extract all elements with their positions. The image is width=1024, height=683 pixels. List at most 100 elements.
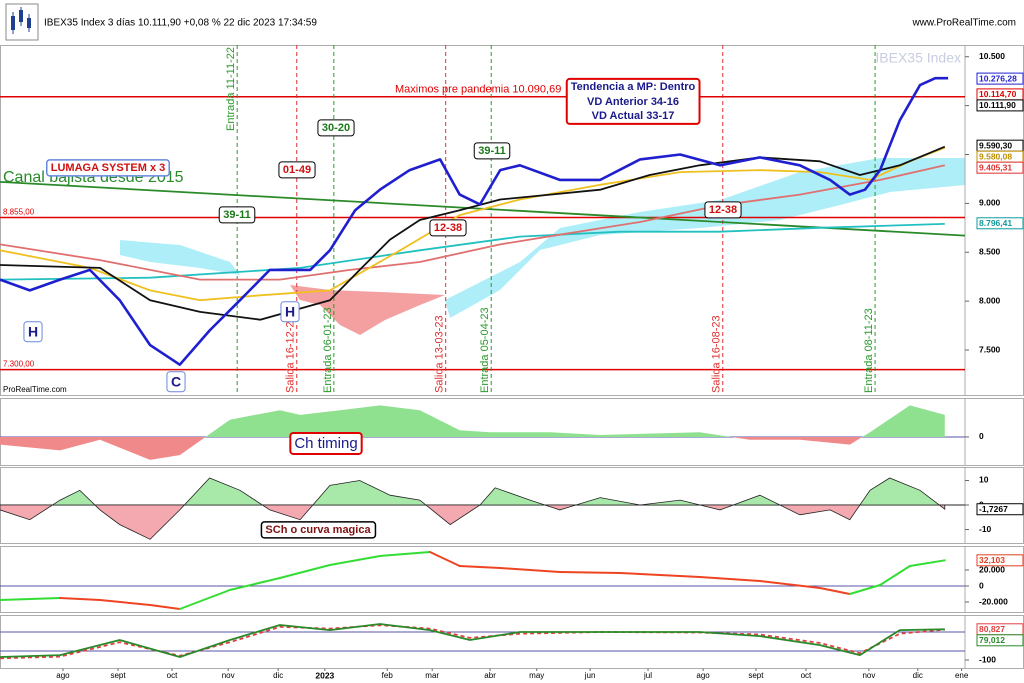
x-tick-label: nov [862, 671, 875, 680]
box-frame [278, 161, 316, 179]
box-frame [218, 206, 256, 224]
trend-segment [879, 565, 911, 586]
signal-label: Entrada 11-11-22 [225, 47, 237, 131]
level-label: Maximos pre pandemia 10.090,69 [395, 84, 561, 96]
pivot: H [28, 324, 38, 340]
value-tag-label: 8.796,41 [979, 218, 1012, 228]
signal-label: Salida 16-12-22 [285, 315, 297, 393]
score-box: 12-38 [429, 219, 467, 237]
y-tick-label: 0 [979, 580, 984, 590]
y-tick-label: 8.500 [979, 247, 1001, 257]
box-frame [429, 219, 467, 237]
value-tag-label: 32,103 [979, 555, 1005, 565]
trend-segment [818, 587, 851, 595]
site-link[interactable]: www.ProRealTime.com [911, 18, 1016, 29]
y-tick-label: -10 [979, 524, 992, 534]
signal-label: Salida 16-08-23 [711, 315, 723, 393]
header-title: IBEX35 Index 3 días 10.111,90 +0,08 % 22… [44, 18, 317, 29]
trend-segment [228, 577, 281, 591]
value-tag [976, 634, 1024, 647]
y-tick-label: 0 [979, 431, 984, 441]
trend-segment [0, 597, 62, 601]
value-tag-label: 10.114,70 [979, 89, 1017, 99]
signal-label: Salida 13-03-23 [434, 315, 446, 393]
y-tick-label: 9.000 [979, 198, 1001, 208]
score: 39-11 [223, 209, 251, 221]
signal-label: Entrada 06-01-23 [322, 307, 334, 393]
value-tag-label: 79,012 [979, 635, 1005, 645]
osc-area [0, 477, 946, 540]
series-line [0, 146, 946, 302]
pivot-box: H [280, 301, 300, 323]
series-line [0, 623, 945, 658]
y-tick-label: 10.500 [979, 51, 1005, 61]
score: 12-38 [434, 222, 462, 234]
trend-segment [618, 572, 701, 578]
x-tick-label: ago [56, 671, 70, 680]
trend-line: VD Actual 33-17 [592, 110, 675, 122]
x-tick-label: jul [643, 671, 652, 680]
box-frame [565, 77, 701, 125]
trend-segment [328, 555, 381, 566]
trend-line: VD Anterior 34-16 [587, 96, 679, 108]
y-tick-label: 7.500 [979, 344, 1001, 354]
value-tag [976, 217, 1024, 230]
x-tick-label: dic [913, 671, 923, 680]
y-tick-label: 20.000 [979, 564, 1005, 574]
value-tag-label: 9.405,31 [979, 162, 1012, 172]
score-box: 01-49 [278, 161, 316, 179]
y-tick-label: 8.000 [979, 295, 1001, 305]
credit: ProRealTime.com [3, 385, 67, 394]
trend-segment [908, 559, 946, 567]
x-tick-label: may [529, 671, 544, 680]
pivot: H [285, 304, 295, 320]
box-frame [704, 201, 742, 219]
layer-data [0, 76, 966, 660]
y-tick-label: -100 [979, 654, 996, 664]
x-tick-label: jun [584, 671, 596, 680]
value-tag [976, 72, 1024, 85]
trend-segment [499, 567, 561, 573]
trend-segment [558, 571, 621, 574]
x-tick-label: 2023 [315, 670, 334, 680]
level-label: 8.855,00 [3, 208, 35, 217]
x-tick-label: sept [748, 671, 764, 680]
trend-segment [149, 604, 181, 610]
value-tag-label: 9.590,30 [979, 140, 1012, 150]
timing-box: Ch timing [289, 431, 363, 455]
score: 12-38 [709, 204, 737, 216]
box-frame [289, 431, 363, 455]
series-line [0, 223, 945, 281]
x-tick-label: nov [222, 671, 235, 680]
plot-area: 10.50010.0009.5009.0008.5008.0007.500Max… [0, 45, 1024, 680]
value-tag-label: 80,827 [979, 624, 1005, 634]
x-tick-label: feb [382, 671, 394, 680]
trend-box: Tendencia a MP: Dentro VD Anterior 34-16… [565, 77, 701, 125]
x-tick-label: mar [425, 671, 439, 680]
value-tag [976, 161, 1024, 174]
trend-segment [178, 589, 231, 610]
x-tick-label: oct [801, 671, 812, 680]
x-tick-label: sept [110, 671, 126, 680]
x-tick-label: dic [273, 671, 283, 680]
trend-line: Tendencia a MP: Dentro [571, 81, 696, 93]
x-tick-label: oct [167, 671, 178, 680]
value-tag [976, 503, 1024, 516]
curve-box: SCh o curva magica [260, 521, 377, 539]
box-frame [280, 301, 300, 323]
ichimoku-cloud [120, 158, 965, 335]
score-box: 39-11 [473, 142, 511, 160]
trend-segment [278, 564, 331, 579]
value-tag-label: 9.580,08 [979, 151, 1012, 161]
box-frame [260, 521, 377, 539]
box-frame [23, 321, 43, 343]
score-box: 30-20 [317, 119, 355, 137]
score: 01-49 [283, 164, 311, 176]
trend-segment [458, 565, 502, 569]
series-line [0, 624, 945, 660]
x-tick-label: ene [955, 671, 969, 680]
box-frame [46, 159, 170, 177]
trend-segment [99, 599, 152, 606]
score-box: 39-11 [218, 206, 256, 224]
